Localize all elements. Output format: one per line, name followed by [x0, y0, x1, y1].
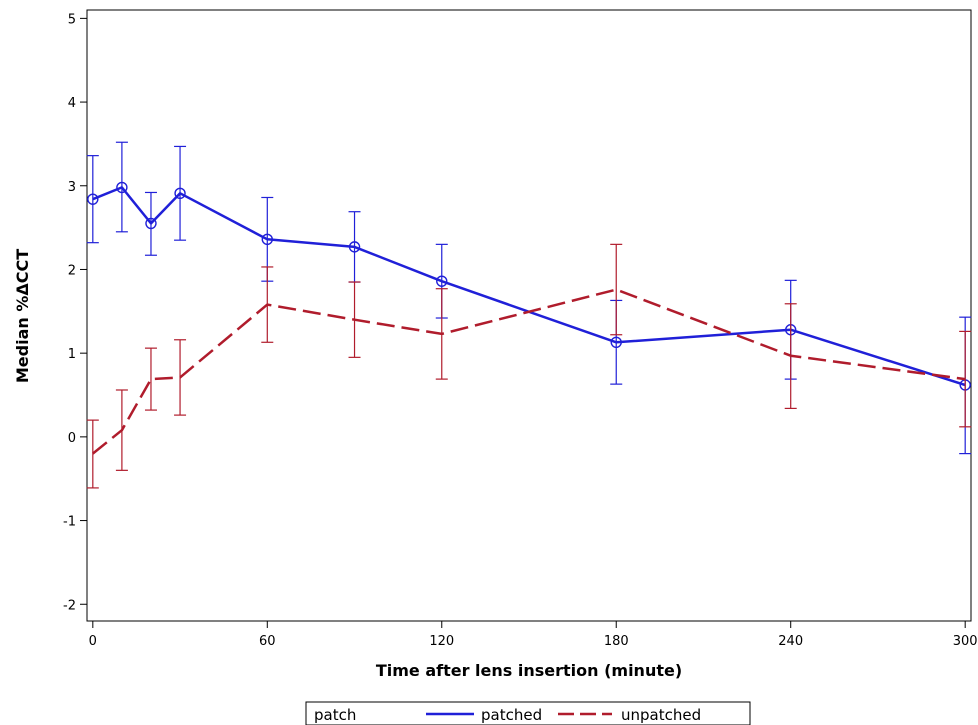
data-point-patched [610, 336, 622, 348]
data-point-patched [145, 217, 157, 230]
series-line-patched [92, 186, 966, 387]
data-point-patched [261, 233, 273, 246]
x-tick-label: 60 [259, 634, 276, 649]
y-axis: -2 -1 0 1 2 3 4 5 [63, 12, 87, 613]
legend-title: patch [314, 706, 356, 724]
data-point-patched [348, 241, 361, 253]
series-unpatched [86, 243, 972, 489]
x-tick-label: 0 [89, 634, 97, 649]
y-axis-title: Median %ΔCCT [13, 249, 32, 383]
data-point-patched [116, 181, 128, 194]
y-tick-label: 4 [68, 96, 76, 111]
x-tick-label: 240 [778, 634, 803, 649]
y-tick-label: -2 [63, 598, 76, 613]
legend: patch patched unpatched [305, 701, 751, 725]
series-layer [86, 141, 972, 489]
x-axis-title: Time after lens insertion (minute) [376, 661, 682, 680]
x-tick-label: 120 [429, 634, 454, 649]
y-tick-label: -1 [63, 515, 76, 530]
plot-area [86, 9, 972, 622]
legend-label-unpatched: unpatched [621, 706, 701, 724]
legend-label-patched: patched [481, 706, 542, 724]
x-tick-label: 180 [604, 634, 629, 649]
data-point-patched [87, 193, 99, 205]
data-point-patched [174, 187, 186, 200]
y-tick-label: 3 [68, 180, 76, 195]
series-line-unpatched [92, 288, 966, 455]
y-tick-label: 0 [68, 431, 76, 446]
x-axis: 0 60 120 180 240 300 [89, 621, 978, 649]
x-tick-label: 300 [953, 634, 978, 649]
data-point-patched [436, 275, 448, 287]
y-tick-label: 5 [68, 12, 76, 27]
y-tick-label: 1 [68, 347, 76, 362]
legend-box [305, 701, 751, 725]
y-tick-label: 2 [68, 263, 76, 278]
